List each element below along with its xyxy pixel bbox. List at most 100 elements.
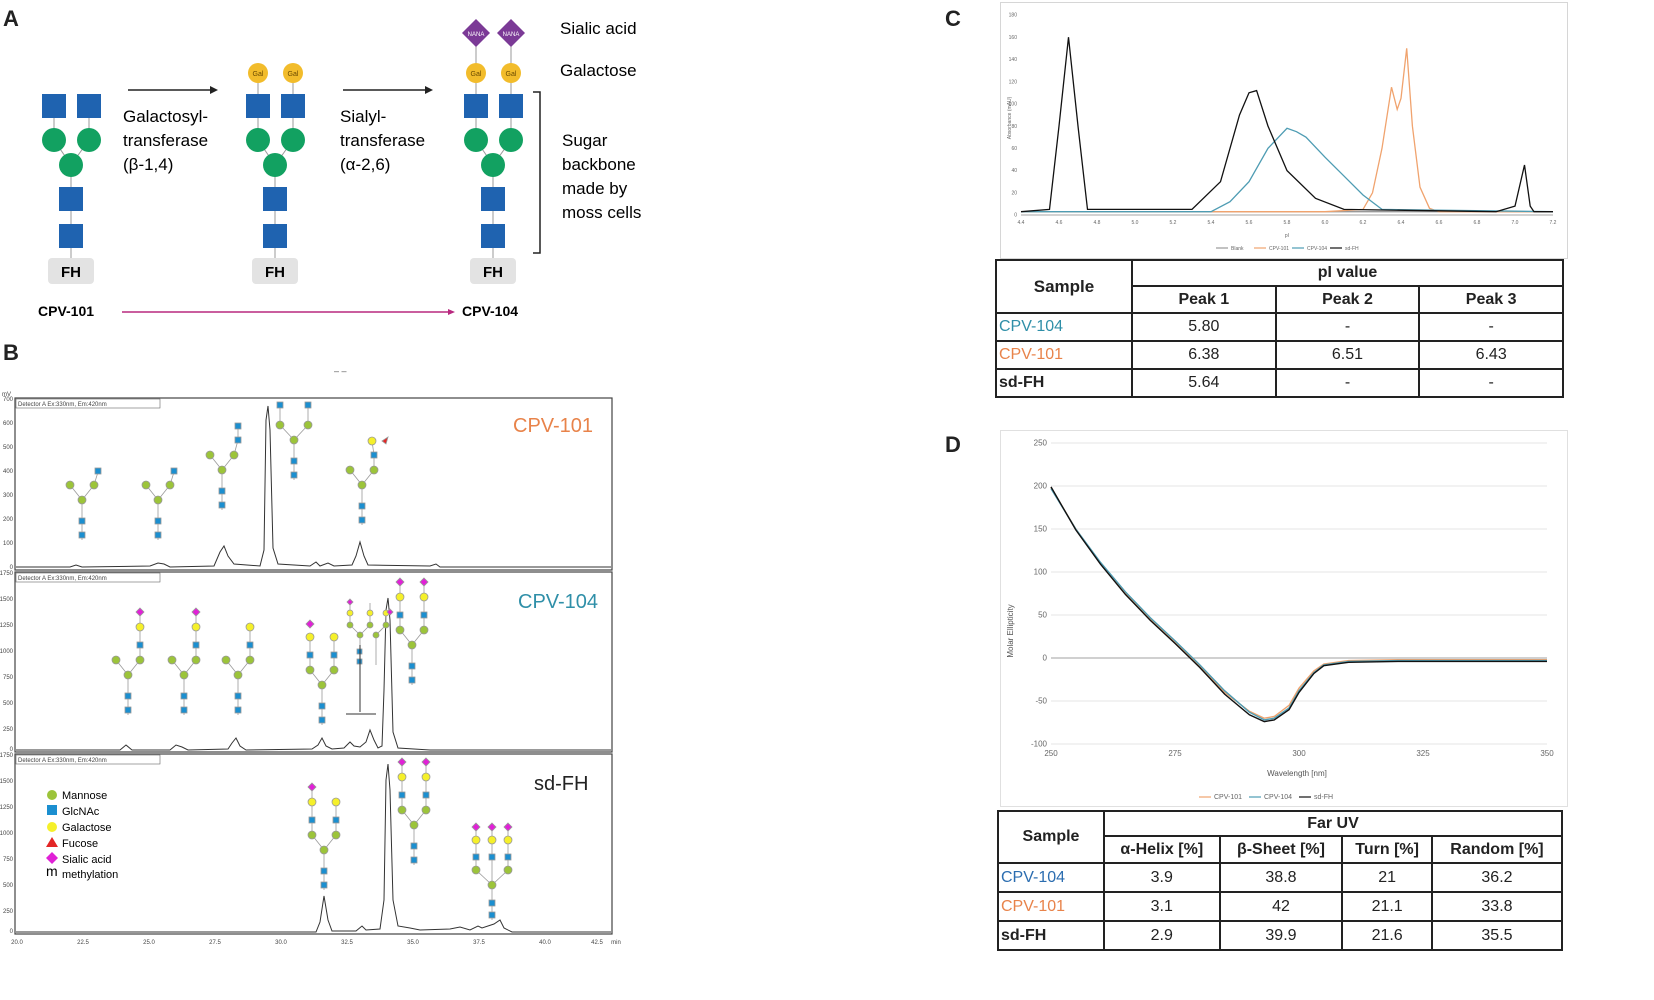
pi-table-header: Peak 3: [1418, 285, 1564, 314]
fh-label: FH: [61, 264, 81, 281]
trace-frame-cpv101: [14, 397, 613, 571]
table-cell: 21: [1341, 862, 1433, 893]
ytick: 1250: [0, 805, 14, 811]
ytick: 1750: [0, 571, 14, 577]
ytick: 750: [3, 857, 14, 863]
legend-item: Sialic acid: [62, 854, 112, 866]
enzyme2-line3: (α-2,6): [340, 155, 390, 174]
x-tick-label: 4.4: [1018, 220, 1025, 226]
table-cell: 6.51: [1274, 340, 1421, 370]
xtick: 42.5: [591, 940, 603, 946]
legend-label: CPV-101: [1214, 794, 1242, 801]
stage-label-cpv104: CPV-104: [462, 303, 518, 319]
ytick: 100: [3, 541, 14, 547]
table-cell: 36.2: [1430, 862, 1564, 893]
table-cell: 42: [1218, 891, 1344, 922]
x-tick-label: 325: [1416, 749, 1430, 758]
legend-sialic-acid: Sialic acid: [560, 19, 637, 38]
table-cell: 21.1: [1341, 891, 1433, 922]
sample-name-cpv104: CPV-104: [997, 862, 1105, 893]
xtick: 35.0: [407, 940, 419, 946]
far-uv-header: Turn [%]: [1341, 835, 1433, 864]
x-tick-label: 6.8: [1474, 220, 1481, 226]
xtick: 37.5: [473, 940, 485, 946]
y-tick-label: 250: [1034, 439, 1048, 448]
glcnac-icon: [47, 805, 57, 815]
ief-chart-frame: Absorbance (mAU) pI 0 20 40 60 80 100 120 140 16…: [1000, 2, 1568, 259]
series-line-cpv-104: [1050, 488, 1547, 721]
far-uv-header: α-Helix [%]: [1103, 835, 1221, 864]
ytick: 250: [3, 909, 14, 915]
ytick: 300: [3, 493, 14, 499]
far-uv-group-header: Far UV: [1103, 810, 1563, 837]
x-tick-label: 6.6: [1436, 220, 1443, 226]
y-tick-label: 40: [1011, 168, 1017, 174]
backbone-bracket: [533, 91, 541, 254]
table-cell: -: [1418, 312, 1564, 342]
galactose-circle: [248, 63, 268, 83]
chart-c-xlabel: pI: [1285, 233, 1289, 239]
x-tick-label: 275: [1168, 749, 1182, 758]
series-line-sd-fh: [1020, 37, 1553, 213]
xtick: 22.5: [77, 940, 89, 946]
panel-label-a: A: [3, 6, 19, 31]
legend-item: Mannose: [62, 790, 107, 802]
y-tick-label: 180: [1009, 13, 1018, 19]
glycan-pathway-diagram: FH Galactosyl- transferase (β-1,4) Gal G…: [38, 19, 641, 319]
ytick: 1500: [0, 597, 14, 603]
series-line-cpv-101: [1050, 487, 1547, 719]
table-cell: -: [1274, 368, 1421, 398]
ytick: 1500: [0, 779, 14, 785]
table-row: CPV-101 6.38 6.51 6.43: [995, 340, 1564, 370]
sample-name-cpv101: CPV-101: [997, 891, 1105, 922]
table-cell: 6.38: [1131, 340, 1277, 370]
legend-label: Blank: [1231, 246, 1244, 252]
fh-label: FH: [265, 264, 285, 281]
glycan-icon-group: [65, 401, 513, 920]
y-tick-label: 100: [1034, 568, 1048, 577]
glycan-cpv101: FH: [42, 94, 101, 284]
trace-frame-sdfh: [14, 753, 613, 935]
galactose-circle: [283, 63, 303, 83]
enzyme1-line2: transferase: [123, 131, 208, 150]
methylation-icon: m: [46, 863, 58, 879]
glycan-sialylated: NANA NANA Gal Gal FH: [462, 19, 525, 284]
legend-item: Fucose: [62, 838, 98, 850]
table-cell: 21.6: [1341, 920, 1433, 951]
series-line-sd-fh: [1050, 486, 1547, 723]
y-tick-label: 0: [1014, 213, 1017, 219]
ytick: 1250: [0, 623, 14, 629]
table-cell: 33.8: [1430, 891, 1564, 922]
y-tick-label: 20: [1011, 190, 1017, 196]
y-tick-label: -50: [1035, 697, 1047, 706]
detector-tag: Detector A Ex:330nm, Em:420nm: [18, 758, 107, 764]
x-tick-label: 6.0: [1322, 220, 1329, 226]
xtick: 32.5: [341, 940, 353, 946]
nana-text: NANA: [468, 32, 485, 38]
trace-line-sdfh: [16, 763, 611, 933]
x-tick-label: 6.2: [1360, 220, 1367, 226]
backbone-line2: backbone: [562, 155, 636, 174]
gal-text: Gal: [471, 71, 482, 78]
table-row: sd-FH 5.64 - -: [995, 368, 1564, 398]
trace-line-cpv104: [16, 597, 611, 751]
trace-label-cpv101: CPV-101: [513, 415, 593, 437]
table-cell: 38.8: [1218, 862, 1344, 893]
ytick: 600: [3, 421, 14, 427]
xtick: 20.0: [11, 940, 23, 946]
chart-c-ylabel: Absorbance (mAU): [1007, 96, 1013, 139]
panel-label-c: C: [945, 6, 961, 31]
glcnac-square: [59, 187, 83, 211]
sample-name-cpv101: CPV-101: [995, 340, 1133, 370]
y-unit: mV: [2, 392, 11, 398]
ytick: 1000: [0, 649, 14, 655]
sample-name-cpv104: CPV-104: [995, 312, 1133, 342]
glcnac-square: [59, 224, 83, 248]
backbone-line4: moss cells: [562, 203, 641, 222]
x-tick-label: 5.0: [1132, 220, 1139, 226]
legend-label: CPV-104: [1264, 794, 1292, 801]
fh-box: [48, 258, 94, 284]
ytick: 500: [3, 883, 14, 889]
x-tick-label: 350: [1540, 749, 1554, 758]
legend-item: GlcNAc: [62, 806, 100, 818]
